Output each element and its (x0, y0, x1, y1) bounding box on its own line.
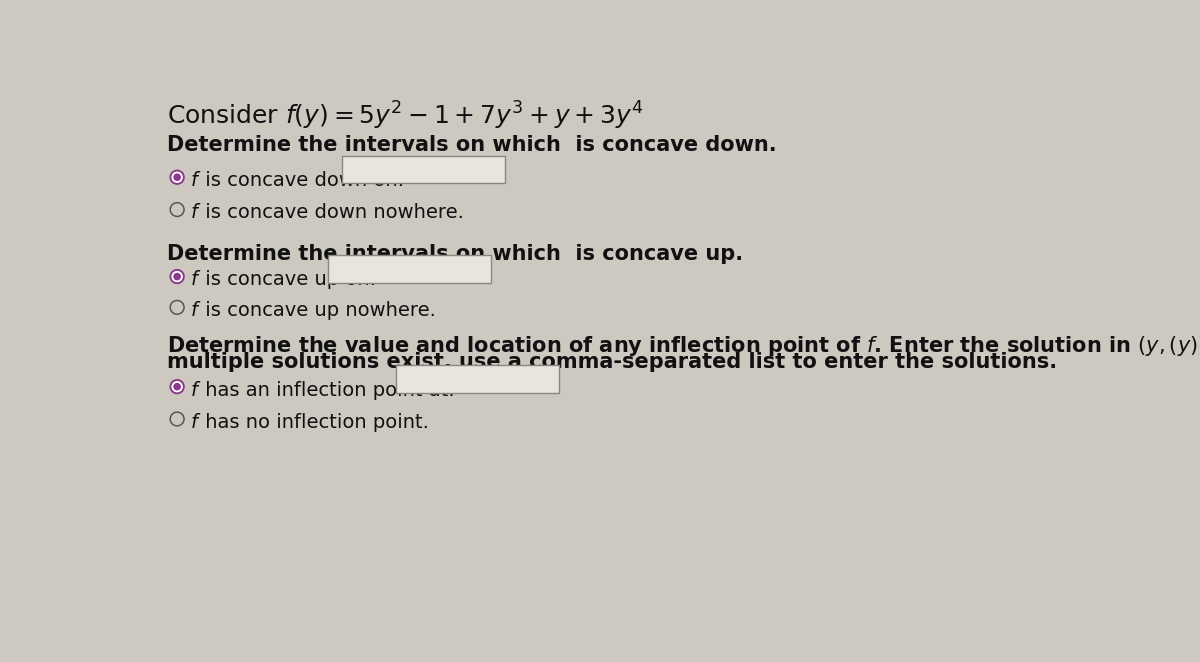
FancyBboxPatch shape (329, 255, 491, 283)
Circle shape (170, 380, 184, 394)
Circle shape (174, 273, 180, 279)
Circle shape (174, 174, 180, 180)
Circle shape (172, 271, 182, 281)
Text: Determine the value and location of any inflection point of $f$. Enter the solut: Determine the value and location of any … (167, 334, 1200, 357)
Circle shape (172, 204, 182, 215)
Text: Consider $f(y) = 5y^2 - 1 + 7y^3 + y + 3y^4$: Consider $f(y) = 5y^2 - 1 + 7y^3 + y + 3… (167, 100, 643, 132)
Circle shape (174, 383, 180, 390)
Text: $f$: $f$ (191, 270, 202, 289)
Text: Determine the intervals on which  is concave up.: Determine the intervals on which is conc… (167, 244, 743, 264)
Text: has an inflection point at:: has an inflection point at: (199, 381, 455, 399)
Circle shape (172, 382, 182, 392)
Circle shape (170, 269, 184, 283)
Text: $f$: $f$ (191, 413, 202, 432)
Text: $f$: $f$ (191, 171, 202, 190)
Circle shape (172, 302, 182, 312)
Text: $f$: $f$ (191, 301, 202, 320)
Circle shape (170, 203, 184, 216)
Text: is concave down on:: is concave down on: (199, 171, 404, 190)
Text: $f$: $f$ (191, 203, 202, 222)
Text: has no inflection point.: has no inflection point. (199, 413, 428, 432)
FancyBboxPatch shape (342, 156, 505, 183)
Circle shape (172, 172, 182, 182)
Circle shape (172, 414, 182, 424)
FancyBboxPatch shape (396, 365, 559, 393)
Text: is concave down nowhere.: is concave down nowhere. (199, 203, 463, 222)
Text: Determine the intervals on which  is concave down.: Determine the intervals on which is conc… (167, 135, 776, 155)
Text: multiple solutions exist, use a comma-separated list to enter the solutions.: multiple solutions exist, use a comma-se… (167, 352, 1057, 372)
Text: is concave up on:: is concave up on: (199, 270, 376, 289)
Circle shape (170, 412, 184, 426)
Circle shape (170, 301, 184, 314)
Text: $f$: $f$ (191, 381, 202, 399)
Circle shape (170, 170, 184, 184)
Text: is concave up nowhere.: is concave up nowhere. (199, 301, 436, 320)
